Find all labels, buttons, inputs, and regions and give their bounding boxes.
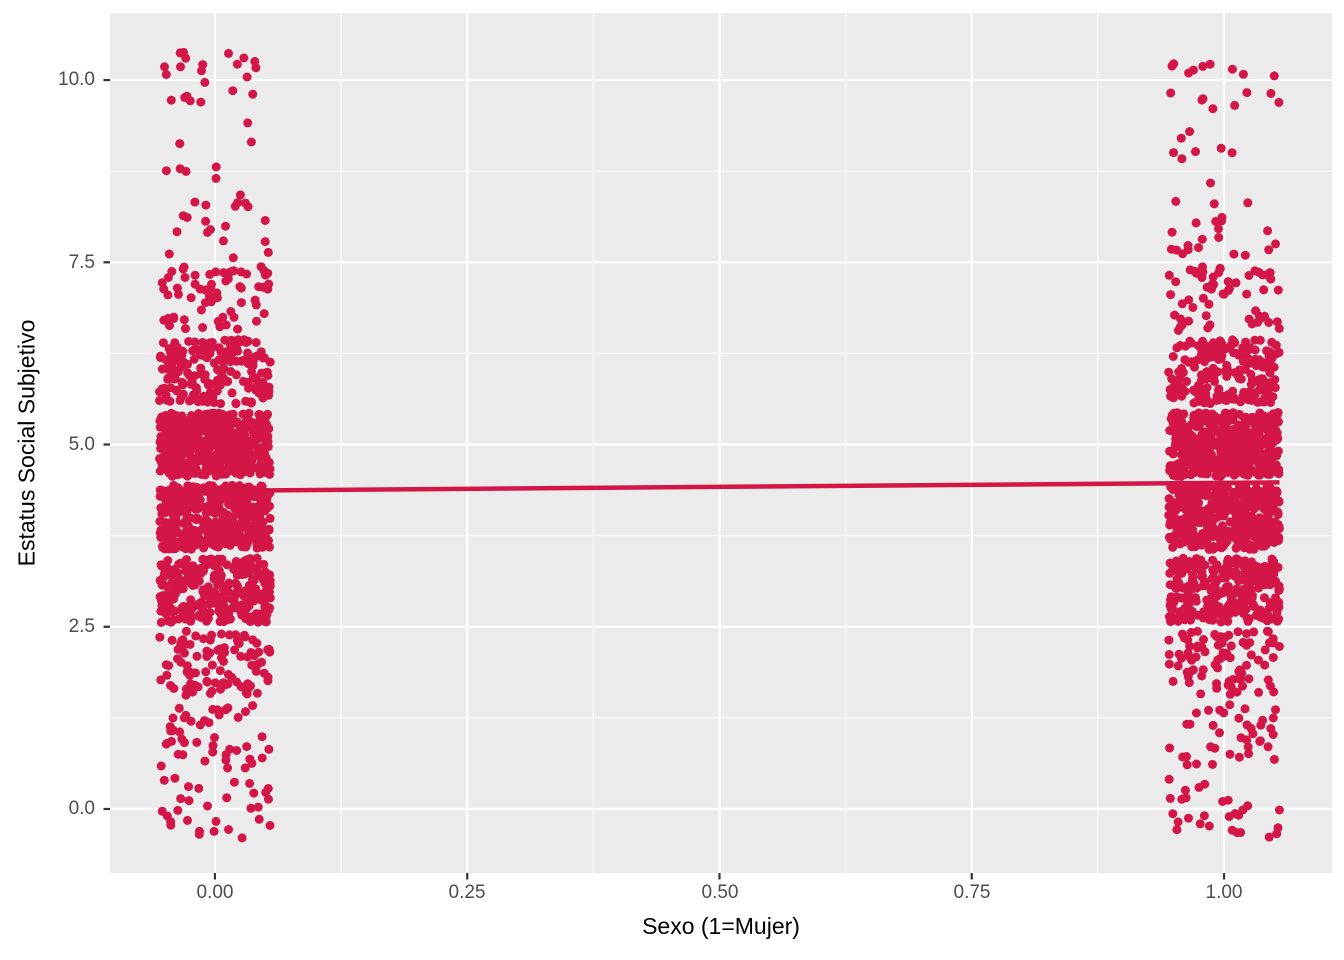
y-axis-title: Estatus Social Subjetivo	[13, 319, 40, 567]
y-tick-label-2: 5.0	[68, 434, 95, 455]
x-tick-label-2: 0.50	[701, 882, 739, 903]
x-tick-label-4: 1.00	[1205, 882, 1243, 903]
x-tick-label-1: 0.25	[448, 882, 486, 903]
x-tick-label-0: 0.00	[196, 882, 234, 903]
y-tick-label-0: 0.0	[68, 798, 95, 819]
regression-line	[159, 480, 1280, 494]
x-axis-title: Sexo (1=Mujer)	[642, 913, 800, 939]
x-tick-label-3: 0.75	[953, 882, 991, 903]
y-tick-label-1: 2.5	[68, 616, 95, 637]
y-tick-label-4: 10.0	[58, 69, 95, 90]
minor-gridlines	[110, 13, 1332, 873]
plot-panel	[110, 13, 1332, 873]
axis-tick-marks	[103, 78, 1226, 880]
y-tick-label-3: 7.5	[68, 252, 95, 273]
